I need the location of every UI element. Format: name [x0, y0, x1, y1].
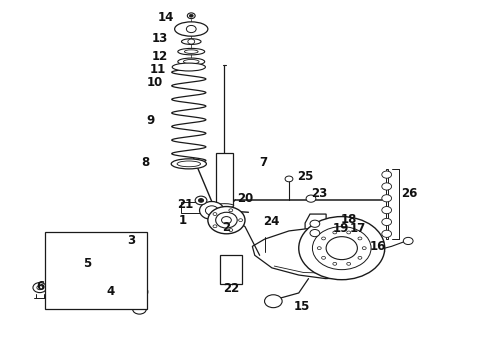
- Circle shape: [358, 237, 362, 240]
- Circle shape: [382, 207, 392, 214]
- Circle shape: [37, 285, 43, 290]
- Circle shape: [213, 225, 217, 228]
- Circle shape: [321, 237, 325, 240]
- Text: 10: 10: [147, 76, 163, 89]
- Circle shape: [358, 256, 362, 259]
- Circle shape: [135, 289, 143, 295]
- Circle shape: [285, 176, 293, 182]
- Circle shape: [104, 271, 111, 276]
- Circle shape: [130, 285, 148, 298]
- Bar: [220, 255, 242, 284]
- Circle shape: [229, 229, 233, 231]
- Ellipse shape: [181, 39, 201, 44]
- Ellipse shape: [184, 50, 198, 53]
- Bar: [45, 232, 147, 309]
- Text: 2: 2: [222, 221, 230, 234]
- Circle shape: [186, 26, 196, 33]
- Circle shape: [347, 231, 351, 234]
- Circle shape: [189, 14, 193, 17]
- Circle shape: [188, 39, 195, 44]
- Text: 23: 23: [312, 187, 328, 200]
- Text: 18: 18: [341, 213, 357, 226]
- Circle shape: [310, 229, 320, 237]
- Text: 5: 5: [83, 257, 91, 270]
- Circle shape: [239, 219, 243, 222]
- Text: 12: 12: [152, 50, 168, 63]
- Circle shape: [52, 280, 72, 295]
- Text: 24: 24: [264, 215, 280, 228]
- Circle shape: [382, 230, 392, 237]
- Circle shape: [299, 217, 385, 280]
- Text: 1: 1: [178, 214, 186, 227]
- Circle shape: [195, 196, 207, 205]
- Ellipse shape: [183, 59, 199, 64]
- Circle shape: [382, 183, 392, 190]
- Circle shape: [318, 247, 321, 249]
- Circle shape: [333, 231, 337, 234]
- Text: 8: 8: [142, 156, 150, 169]
- Circle shape: [362, 247, 366, 249]
- Circle shape: [205, 206, 218, 215]
- Text: 20: 20: [237, 192, 253, 205]
- Polygon shape: [252, 227, 372, 279]
- Ellipse shape: [172, 63, 205, 71]
- Circle shape: [198, 199, 203, 202]
- Text: 17: 17: [349, 222, 366, 235]
- Text: 19: 19: [333, 222, 349, 235]
- Bar: [180, 202, 202, 213]
- Text: 22: 22: [223, 282, 240, 295]
- Ellipse shape: [174, 22, 208, 36]
- Circle shape: [333, 262, 337, 265]
- Text: 6: 6: [36, 280, 44, 293]
- Circle shape: [229, 209, 233, 212]
- Circle shape: [33, 283, 47, 293]
- Text: 21: 21: [177, 198, 194, 211]
- Circle shape: [213, 213, 217, 216]
- Circle shape: [326, 237, 357, 260]
- Polygon shape: [102, 264, 122, 276]
- Circle shape: [382, 195, 392, 202]
- Text: 4: 4: [106, 285, 115, 298]
- Circle shape: [306, 195, 316, 202]
- Circle shape: [310, 220, 320, 227]
- Text: 25: 25: [297, 170, 313, 183]
- Circle shape: [265, 295, 282, 308]
- Circle shape: [221, 217, 231, 224]
- Circle shape: [187, 13, 195, 19]
- Bar: [216, 153, 233, 205]
- Circle shape: [199, 202, 224, 220]
- Text: 15: 15: [294, 300, 310, 313]
- Circle shape: [57, 284, 67, 291]
- Circle shape: [321, 256, 325, 259]
- Bar: [386, 169, 388, 239]
- Text: 7: 7: [260, 156, 268, 169]
- Ellipse shape: [177, 161, 200, 167]
- Ellipse shape: [171, 159, 206, 169]
- Text: 16: 16: [370, 240, 387, 253]
- Circle shape: [133, 304, 147, 314]
- Circle shape: [347, 262, 351, 265]
- Polygon shape: [305, 214, 326, 238]
- Text: 26: 26: [401, 187, 418, 200]
- Text: 9: 9: [147, 114, 155, 127]
- Text: 11: 11: [149, 63, 166, 76]
- Text: 3: 3: [127, 234, 135, 247]
- Circle shape: [382, 171, 392, 178]
- Circle shape: [99, 268, 115, 280]
- Circle shape: [403, 237, 413, 244]
- Ellipse shape: [178, 58, 205, 65]
- Polygon shape: [58, 275, 140, 301]
- Circle shape: [208, 207, 245, 234]
- Text: 13: 13: [152, 32, 168, 45]
- Text: 14: 14: [158, 12, 174, 24]
- Ellipse shape: [215, 204, 234, 208]
- Circle shape: [216, 212, 237, 228]
- Ellipse shape: [178, 48, 205, 55]
- Circle shape: [313, 226, 371, 270]
- Circle shape: [382, 219, 392, 226]
